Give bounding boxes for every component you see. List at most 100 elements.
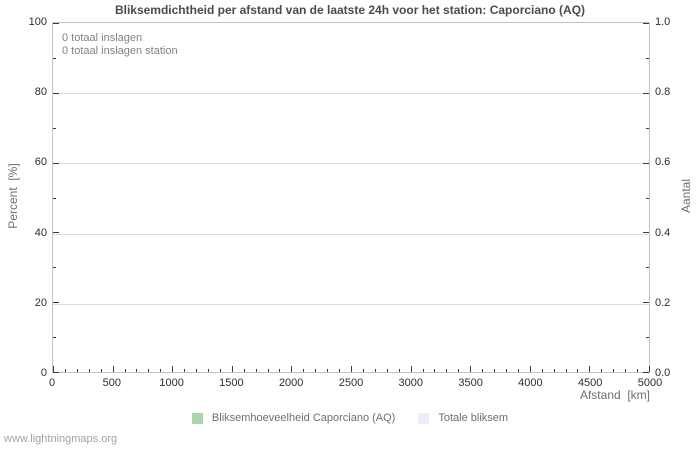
y-right-tick (643, 23, 649, 24)
gridline (53, 163, 649, 165)
y-left-tick (53, 127, 56, 129)
y-left-tick (53, 337, 56, 339)
x-tick-label: 500 (102, 377, 121, 389)
x-tick (53, 366, 54, 372)
x-tick (243, 369, 245, 372)
y-right-tick-label: 0.6 (655, 156, 671, 169)
x-tick (458, 369, 460, 372)
x-tick (196, 369, 198, 372)
x-tick-label: 0 (48, 377, 56, 389)
x-tick (327, 369, 329, 372)
y-axis-left-title: Percent [%] (6, 163, 20, 229)
x-tick (637, 369, 639, 372)
x-tick (124, 369, 126, 372)
x-tick (446, 369, 448, 372)
x-tick (148, 369, 150, 372)
y-left-tick (53, 302, 59, 304)
y-right-tick-label: 0.2 (655, 296, 671, 309)
x-tick (625, 369, 627, 372)
y-right-tick (643, 232, 649, 234)
x-tick-label: 2500 (338, 377, 364, 389)
x-tick-label: 3500 (458, 377, 483, 389)
x-tick (565, 369, 567, 372)
y-left-tick-label: 100 (28, 16, 47, 28)
y-left-tick (53, 232, 59, 234)
y-left-tick-label: 0 (40, 367, 47, 379)
x-tick (255, 369, 257, 372)
y-right-tick-label: 0.0 (655, 367, 671, 379)
x-tick-label: 3000 (398, 377, 424, 389)
x-tick (160, 369, 162, 372)
x-tick (339, 369, 341, 372)
x-tick (541, 369, 543, 372)
y-left-tick (53, 267, 56, 269)
x-tick (422, 369, 424, 372)
x-tick (398, 369, 400, 372)
x-tick (291, 366, 293, 372)
x-tick (267, 369, 269, 372)
x-tick (470, 366, 472, 372)
y-right-tick (643, 372, 649, 373)
x-tick (64, 369, 66, 372)
y-right-tick (646, 267, 649, 269)
x-tick (386, 369, 388, 372)
x-tick (601, 369, 603, 372)
legend-item-total-series: Totale bliksem (418, 412, 508, 424)
x-axis-title: Afstand [km] (579, 388, 650, 402)
x-tick (374, 369, 376, 372)
x-tick (613, 369, 615, 372)
y-right-tick (643, 302, 649, 304)
legend-swatch-lavender (418, 412, 430, 424)
y-left-tick-label: 20 (34, 296, 47, 309)
y-left-tick-label: 40 (34, 226, 47, 239)
y-right-tick (646, 197, 649, 199)
x-tick (362, 369, 364, 372)
gridline (53, 93, 649, 95)
y-right-tick-label: 0.4 (655, 226, 671, 239)
y-left-tick (53, 372, 59, 373)
x-tick (88, 369, 90, 372)
x-tick (303, 369, 305, 372)
x-tick (231, 366, 233, 372)
x-tick-label: 2000 (278, 377, 304, 389)
chart-legend: Bliksemhoeveelheid Caporciano (AQ) Total… (0, 412, 700, 424)
x-tick (315, 369, 317, 372)
annotation-total-strikes-station: 0 totaal inslagen station (62, 45, 178, 57)
chart-title: Bliksemdichtheid per afstand van de laat… (114, 3, 586, 17)
legend-swatch-green (191, 412, 203, 424)
plot-area: 0 totaal inslagen 0 totaal inslagen stat… (52, 22, 650, 373)
y-right-tick-label: 0.8 (655, 86, 671, 99)
y-right-tick (646, 57, 649, 59)
x-tick (410, 366, 412, 372)
y-left-tick (53, 197, 56, 199)
y-left-tick (53, 92, 59, 94)
y-left-tick (53, 23, 59, 24)
x-tick (207, 369, 209, 372)
x-tick (529, 366, 531, 372)
x-tick (577, 369, 579, 372)
watermark-link: www.lightningmaps.org (4, 433, 118, 445)
x-tick-label: 5000 (637, 377, 663, 389)
x-tick (553, 369, 555, 372)
x-tick (136, 369, 138, 372)
x-tick (517, 369, 519, 372)
x-tick (351, 366, 352, 372)
y-left-tick (53, 57, 56, 59)
y-right-tick (646, 127, 649, 129)
x-tick (184, 369, 186, 372)
legend-item-station-series: Bliksemhoeveelheid Caporciano (AQ) (191, 412, 395, 424)
gridline (53, 233, 649, 235)
y-right-tick (643, 92, 649, 94)
y-right-tick-label: 1.0 (655, 16, 671, 28)
y-right-tick (646, 337, 649, 339)
x-tick (279, 369, 281, 372)
x-tick (505, 369, 507, 372)
x-tick-label: 4000 (518, 377, 543, 389)
x-tick (112, 366, 114, 372)
annotation-total-strikes: 0 totaal inslagen (62, 32, 143, 44)
x-tick (482, 369, 484, 372)
x-tick (589, 366, 591, 372)
y-left-tick-label: 60 (34, 156, 47, 169)
x-tick-label: 1000 (159, 377, 184, 389)
